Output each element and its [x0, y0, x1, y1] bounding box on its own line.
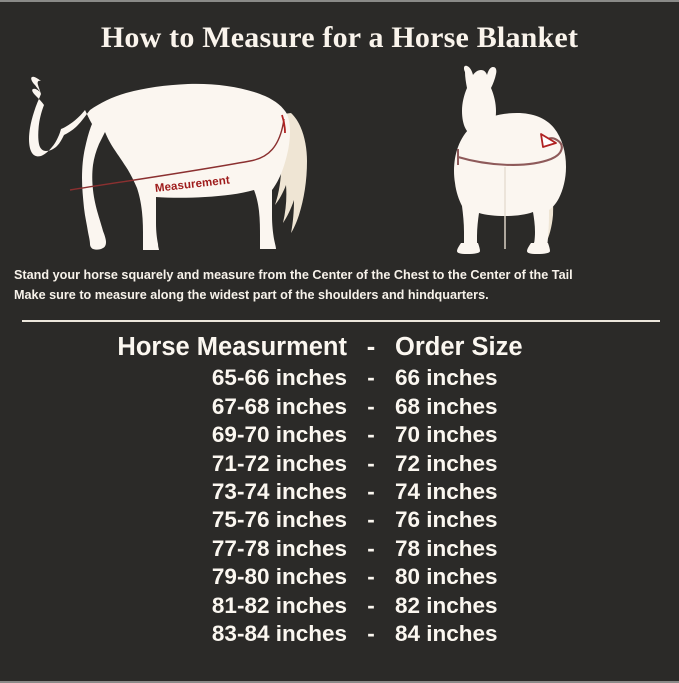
- table-header-row: Horse Measurment - Order Size: [0, 331, 679, 365]
- cell-order-size: 84 inches: [395, 621, 498, 647]
- horse-side-view-icon: [10, 57, 340, 257]
- cell-order-size: 78 inches: [395, 535, 498, 561]
- instruction-line-1: Stand your horse squarely and measure fr…: [14, 267, 573, 282]
- instruction-line-2: Make sure to measure along the widest pa…: [14, 287, 489, 303]
- cell-horse-measurement: 83-84 inches: [211, 621, 347, 647]
- size-chart-body: 65-66 inches -66 inches 67-68 inches -68 in…: [0, 364, 679, 649]
- cell-separator: -: [367, 422, 375, 448]
- header-horse-measurement: Horse Measurment: [117, 332, 347, 361]
- header-order-size: Order Size: [395, 332, 523, 361]
- cell-order-size: 74 inches: [395, 479, 498, 504]
- size-chart-table: Horse Measurment - Order Size 65-66 inch…: [0, 331, 679, 649]
- cell-separator: -: [367, 365, 375, 391]
- table-row: 83-84 inches -84 inches: [0, 620, 679, 648]
- cell-order-size: 68 inches: [395, 393, 498, 419]
- cell-horse-measurement: 65-66 inches: [211, 365, 347, 391]
- cell-separator: -: [367, 507, 375, 533]
- header-separator: -: [366, 332, 376, 361]
- page-title: How to Measure for a Horse Blanket: [100, 21, 579, 54]
- table-row: 79-80 inches -80 inches: [0, 563, 679, 591]
- cell-horse-measurement: 67-68 inches: [211, 393, 347, 419]
- cell-separator: -: [367, 621, 375, 647]
- cell-horse-measurement: 79-80 inches: [211, 564, 347, 590]
- section-divider: [22, 319, 660, 322]
- cell-horse-measurement: 71-72 inches: [211, 450, 347, 476]
- cell-order-size: 82 inches: [395, 592, 498, 618]
- size-chart-head: Horse Measurment - Order Size: [0, 331, 679, 365]
- cell-horse-measurement: 77-78 inches: [211, 535, 347, 561]
- table-row: 71-72 inches -72 inches: [0, 450, 679, 478]
- cell-separator: -: [367, 564, 375, 590]
- horse-rear-view-icon: [415, 57, 635, 257]
- illustration-area: Measurement: [0, 57, 679, 257]
- table-row: 77-78 inches -78 inches: [0, 535, 679, 563]
- cell-horse-measurement: 75-76 inches: [211, 507, 347, 533]
- cell-separator: -: [367, 535, 375, 561]
- cell-horse-measurement: 73-74 inches: [211, 479, 347, 504]
- table-row: 65-66 inches -66 inches: [0, 364, 679, 392]
- cell-horse-measurement: 81-82 inches: [211, 592, 347, 618]
- cell-horse-measurement: 69-70 inches: [211, 422, 347, 448]
- cell-order-size: 76 inches: [395, 507, 498, 533]
- cell-separator: -: [367, 479, 375, 504]
- table-row: 67-68 inches -68 inches: [0, 393, 679, 421]
- table-row: 75-76 inches -76 inches: [0, 506, 679, 534]
- cell-order-size: 70 inches: [395, 422, 498, 448]
- cell-order-size: 80 inches: [395, 564, 498, 590]
- cell-separator: -: [367, 592, 375, 618]
- table-row: 69-70 inches -70 inches: [0, 421, 679, 449]
- cell-order-size: 72 inches: [395, 450, 498, 476]
- cell-separator: -: [367, 450, 375, 476]
- table-row: 73-74 inches -74 inches: [0, 478, 679, 506]
- instructions-block: Stand your horse squarely and measure fr…: [14, 265, 642, 306]
- cell-order-size: 66 inches: [395, 365, 498, 391]
- table-row: 81-82 inches -82 inches: [0, 592, 679, 620]
- cell-separator: -: [367, 393, 375, 419]
